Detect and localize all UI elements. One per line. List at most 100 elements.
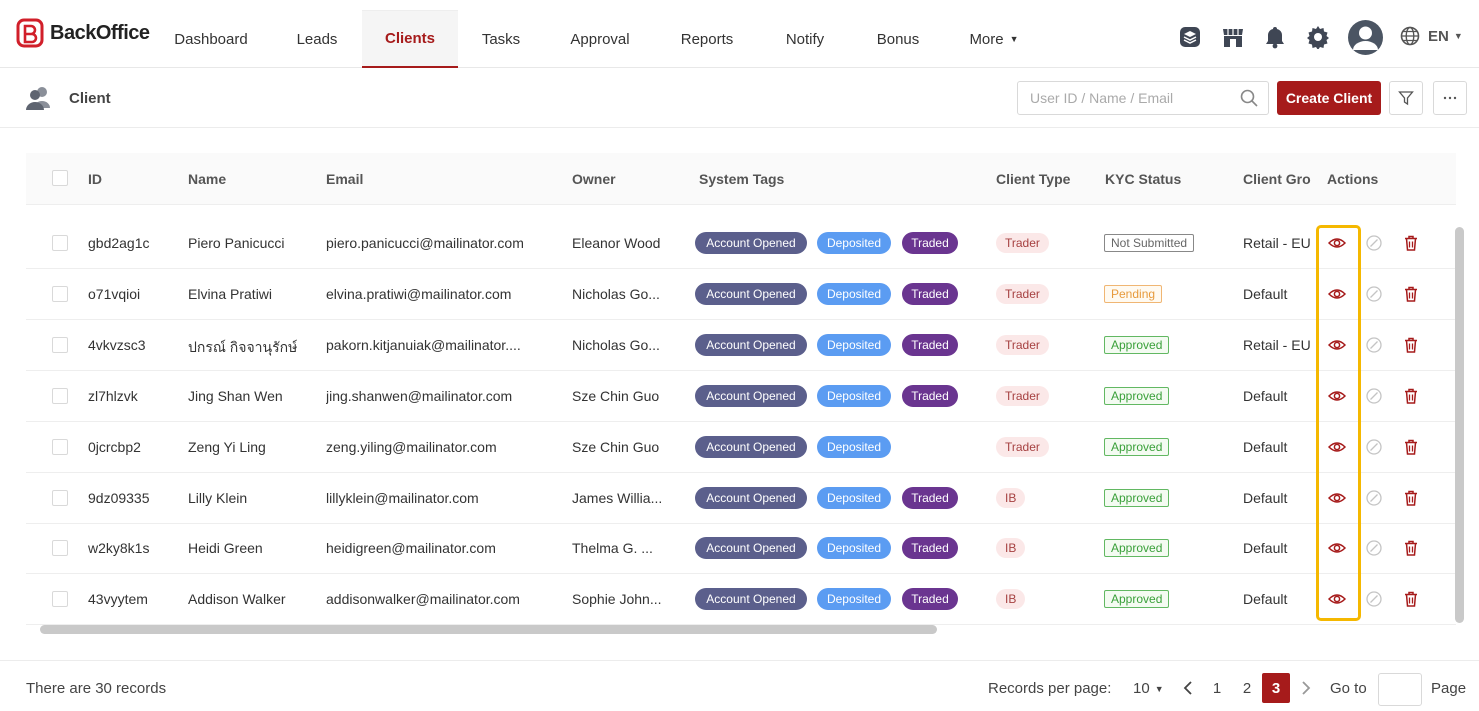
cell-client-group: Default — [1243, 540, 1288, 557]
view-eye-icon[interactable] — [1328, 234, 1346, 252]
cell-owner: Sophie John... — [572, 591, 662, 608]
nav-label: Clients — [384, 30, 435, 47]
column-client-type[interactable]: Client Type — [996, 171, 1071, 187]
column-id[interactable]: ID — [88, 171, 102, 187]
row-checkbox[interactable] — [52, 438, 68, 455]
row-checkbox[interactable] — [52, 540, 68, 557]
row-checkbox[interactable] — [52, 285, 68, 302]
delete-trash-icon[interactable] — [1402, 387, 1420, 405]
client-type-badge: Trader — [996, 334, 1049, 355]
cell-name[interactable]: Heidi Green — [188, 540, 263, 557]
view-eye-icon[interactable] — [1328, 489, 1346, 507]
layers-icon[interactable] — [1178, 25, 1202, 49]
page-1[interactable]: 1 — [1212, 679, 1222, 697]
disable-icon[interactable] — [1365, 285, 1383, 303]
row-checkbox[interactable] — [52, 489, 68, 506]
column-email[interactable]: Email — [326, 171, 364, 187]
nav-dashboard[interactable]: Dashboard — [150, 10, 272, 68]
nav-reports[interactable]: Reports — [656, 10, 758, 68]
cell-client-group: Retail - EU — [1243, 336, 1311, 353]
system-tag: Account Opened — [695, 384, 807, 407]
disable-icon[interactable] — [1365, 438, 1383, 456]
language-selector[interactable]: EN ▼ — [1400, 26, 1463, 46]
store-icon[interactable] — [1221, 25, 1245, 49]
disable-icon[interactable] — [1365, 234, 1383, 252]
row-checkbox[interactable] — [52, 235, 68, 251]
search-input[interactable] — [1018, 82, 1218, 114]
disable-icon[interactable] — [1365, 489, 1383, 507]
select-all-checkbox[interactable] — [52, 170, 68, 186]
delete-trash-icon[interactable] — [1402, 336, 1420, 354]
cell-name[interactable]: Zeng Yi Ling — [188, 438, 266, 455]
view-eye-icon[interactable] — [1328, 336, 1346, 354]
cell-name[interactable]: Jing Shan Wen — [188, 387, 283, 404]
page-2[interactable]: 2 — [1242, 679, 1252, 697]
view-eye-icon[interactable] — [1328, 590, 1346, 608]
delete-trash-icon[interactable] — [1402, 234, 1420, 252]
row-checkbox[interactable] — [52, 591, 68, 608]
create-client-button[interactable]: Create Client — [1277, 81, 1381, 115]
bell-icon[interactable] — [1263, 25, 1287, 49]
cell-name[interactable]: Elvina Pratiwi — [188, 285, 273, 302]
disable-icon[interactable] — [1365, 336, 1383, 354]
users-icon — [26, 87, 50, 110]
goto-page-input[interactable] — [1378, 673, 1422, 706]
nav-bonus[interactable]: Bonus — [852, 10, 944, 68]
horizontal-scrollbar[interactable] — [40, 625, 937, 634]
disable-icon[interactable] — [1365, 539, 1383, 557]
disable-icon[interactable] — [1365, 387, 1383, 405]
view-eye-icon[interactable] — [1328, 539, 1346, 557]
column-system-tags[interactable]: System Tags — [699, 171, 785, 187]
column-owner[interactable]: Owner — [572, 171, 616, 187]
per-page-label: Records per page: — [988, 680, 1112, 697]
delete-trash-icon[interactable] — [1402, 590, 1420, 608]
search-icon[interactable] — [1240, 89, 1258, 107]
column-kyc-status[interactable]: KYC Status — [1105, 171, 1182, 187]
disable-icon[interactable] — [1365, 590, 1383, 608]
column-client-group[interactable]: Client Gro — [1243, 171, 1311, 187]
nav-more[interactable]: More ▼ — [944, 10, 1044, 68]
per-page-select[interactable]: 10 ▼ — [1133, 680, 1164, 697]
view-eye-icon[interactable] — [1328, 387, 1346, 405]
delete-trash-icon[interactable] — [1402, 285, 1420, 303]
nav-leads[interactable]: Leads — [272, 10, 362, 68]
vertical-scrollbar[interactable] — [1455, 227, 1464, 623]
nav-approval[interactable]: Approval — [544, 10, 656, 68]
cell-name[interactable]: Addison Walker — [188, 591, 286, 608]
gear-icon[interactable] — [1306, 25, 1330, 49]
view-eye-icon[interactable] — [1328, 285, 1346, 303]
chevron-right-icon — [1302, 681, 1311, 695]
system-tag: Deposited — [817, 384, 891, 407]
page-3[interactable]: 3 — [1262, 673, 1290, 703]
next-page-button[interactable] — [1292, 673, 1320, 703]
nav-tasks[interactable]: Tasks — [458, 10, 544, 68]
more-options-button[interactable] — [1433, 81, 1467, 115]
nav-notify[interactable]: Notify — [758, 10, 852, 68]
cell-name[interactable]: Lilly Klein — [188, 489, 248, 506]
system-tag: Account Opened — [695, 333, 807, 356]
delete-trash-icon[interactable] — [1402, 438, 1420, 456]
page-title: Client — [26, 86, 111, 110]
column-name[interactable]: Name — [188, 171, 227, 187]
cell-name[interactable]: Piero Panicucci — [188, 235, 285, 251]
row-checkbox[interactable] — [52, 387, 68, 404]
nav-clients[interactable]: Clients — [362, 10, 458, 68]
delete-trash-icon[interactable] — [1402, 489, 1420, 507]
delete-trash-icon[interactable] — [1402, 539, 1420, 557]
cell-client-group: Default — [1243, 387, 1288, 404]
cell-email: jing.shanwen@mailinator.com — [326, 387, 513, 404]
cell-owner: Sze Chin Guo — [572, 387, 660, 404]
app-logo[interactable]: BackOffice — [16, 18, 150, 48]
kyc-status-badge: Approved — [1104, 590, 1170, 609]
chevron-down-icon: ▼ — [1154, 683, 1164, 694]
cell-name[interactable]: ปกรณ์ กิจจานุรักษ์ — [188, 338, 298, 355]
prev-page-button[interactable] — [1174, 673, 1202, 703]
row-checkbox[interactable] — [52, 336, 68, 353]
cell-owner: Nicholas Go... — [572, 285, 660, 302]
view-eye-icon[interactable] — [1328, 438, 1346, 456]
filter-button[interactable] — [1389, 81, 1423, 115]
client-type-badge: IB — [996, 589, 1026, 610]
avatar[interactable] — [1348, 20, 1383, 55]
table-row: o71vqioi Elvina Pratiwi elvina.pratiwi@mai… — [26, 269, 1456, 320]
system-tag: Traded — [902, 588, 958, 611]
